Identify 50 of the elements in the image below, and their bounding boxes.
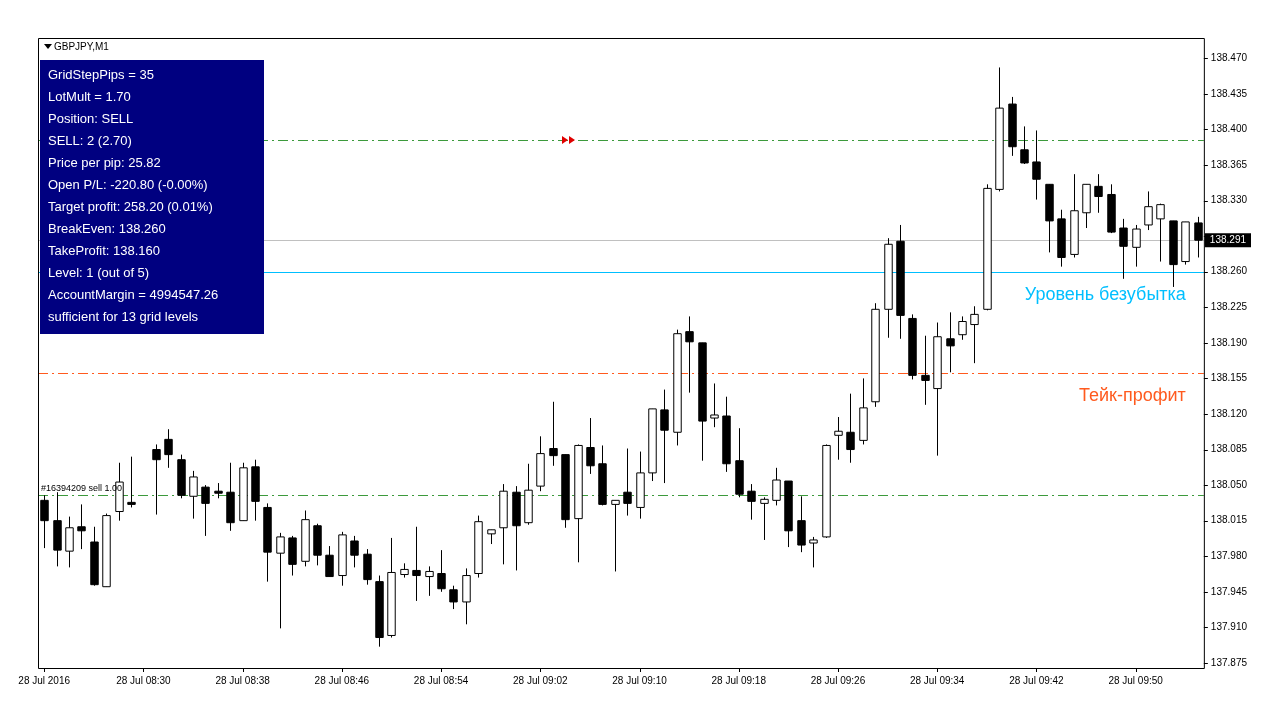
y-tick-label: 138.365 (1210, 158, 1248, 170)
candlestick (1032, 129, 1041, 201)
x-tick-label: 28 Jul 09:10 (612, 674, 668, 686)
annotation: TakeProfit: 138.160 (48, 242, 162, 260)
annotation: LotMult = 1.70 (48, 88, 132, 106)
annotation: Position: SELL (48, 110, 135, 128)
annotation: Open P/L: -220.80 (-0.00%) (48, 176, 209, 194)
annotation: BreakEven: 138.260 (48, 220, 167, 238)
y-tick-label: 138.330 (1210, 194, 1248, 206)
annotation: GridStepPips = 35 (48, 66, 155, 84)
x-tick-label: 28 Jul 08:46 (314, 674, 370, 686)
y-tick-label: 138.470 (1210, 52, 1248, 64)
y-tick-label: 138.015 (1210, 514, 1248, 526)
candlestick (276, 532, 285, 629)
ref-line-label: Уровень безубытка (1024, 283, 1187, 304)
annotation: Level: 1 (out of 5) (48, 264, 151, 282)
y-tick-label: 138.400 (1210, 123, 1248, 135)
y-tick-label: 137.910 (1210, 621, 1248, 633)
y-tick-label: 137.945 (1210, 585, 1248, 597)
annotation: SELL: 2 (2.70) (48, 132, 133, 150)
x-tick-label: 28 Jul 2016 (18, 674, 71, 686)
ref-line-label: 138.291 (1209, 233, 1247, 245)
y-tick-label: 138.050 (1210, 478, 1248, 490)
candlestick (189, 470, 198, 520)
x-tick-label: 28 Jul 09:50 (1108, 674, 1164, 686)
y-tick-label: 138.225 (1210, 301, 1248, 313)
annotation: Price per pip: 25.82 (48, 154, 162, 172)
annotation: AccountMargin = 4994547.26 (48, 286, 220, 304)
candlestick (660, 389, 669, 484)
ref-line-label: Тейк-профит (1079, 385, 1186, 406)
x-tick-label: 28 Jul 09:26 (810, 674, 866, 686)
x-tick-label: 28 Jul 08:54 (413, 674, 469, 686)
y-tick-label: 138.120 (1210, 407, 1248, 419)
x-tick-label: 28 Jul 09:34 (909, 674, 965, 686)
annotation: sufficient for 13 grid levels (48, 308, 200, 326)
chart-title: GBPJPY,M1 (54, 40, 110, 52)
x-tick-label: 28 Jul 09:18 (711, 674, 767, 686)
y-tick-label: 138.435 (1210, 87, 1248, 99)
candlestick (65, 516, 74, 568)
y-tick-label: 137.875 (1210, 656, 1248, 668)
x-tick-label: 28 Jul 08:30 (116, 674, 172, 686)
y-tick-label: 138.260 (1210, 265, 1248, 277)
annotation: Target profit: 258.20 (0.01%) (48, 198, 214, 216)
x-tick-label: 28 Jul 08:38 (215, 674, 271, 686)
y-tick-label: 137.980 (1210, 549, 1248, 561)
y-tick-label: 138.190 (1210, 336, 1248, 348)
x-tick-label: 28 Jul 09:02 (513, 674, 568, 686)
y-tick-label: 138.155 (1210, 372, 1248, 384)
x-tick-label: 28 Jul 09:42 (1009, 674, 1065, 686)
y-tick-label: 138.085 (1210, 443, 1248, 455)
